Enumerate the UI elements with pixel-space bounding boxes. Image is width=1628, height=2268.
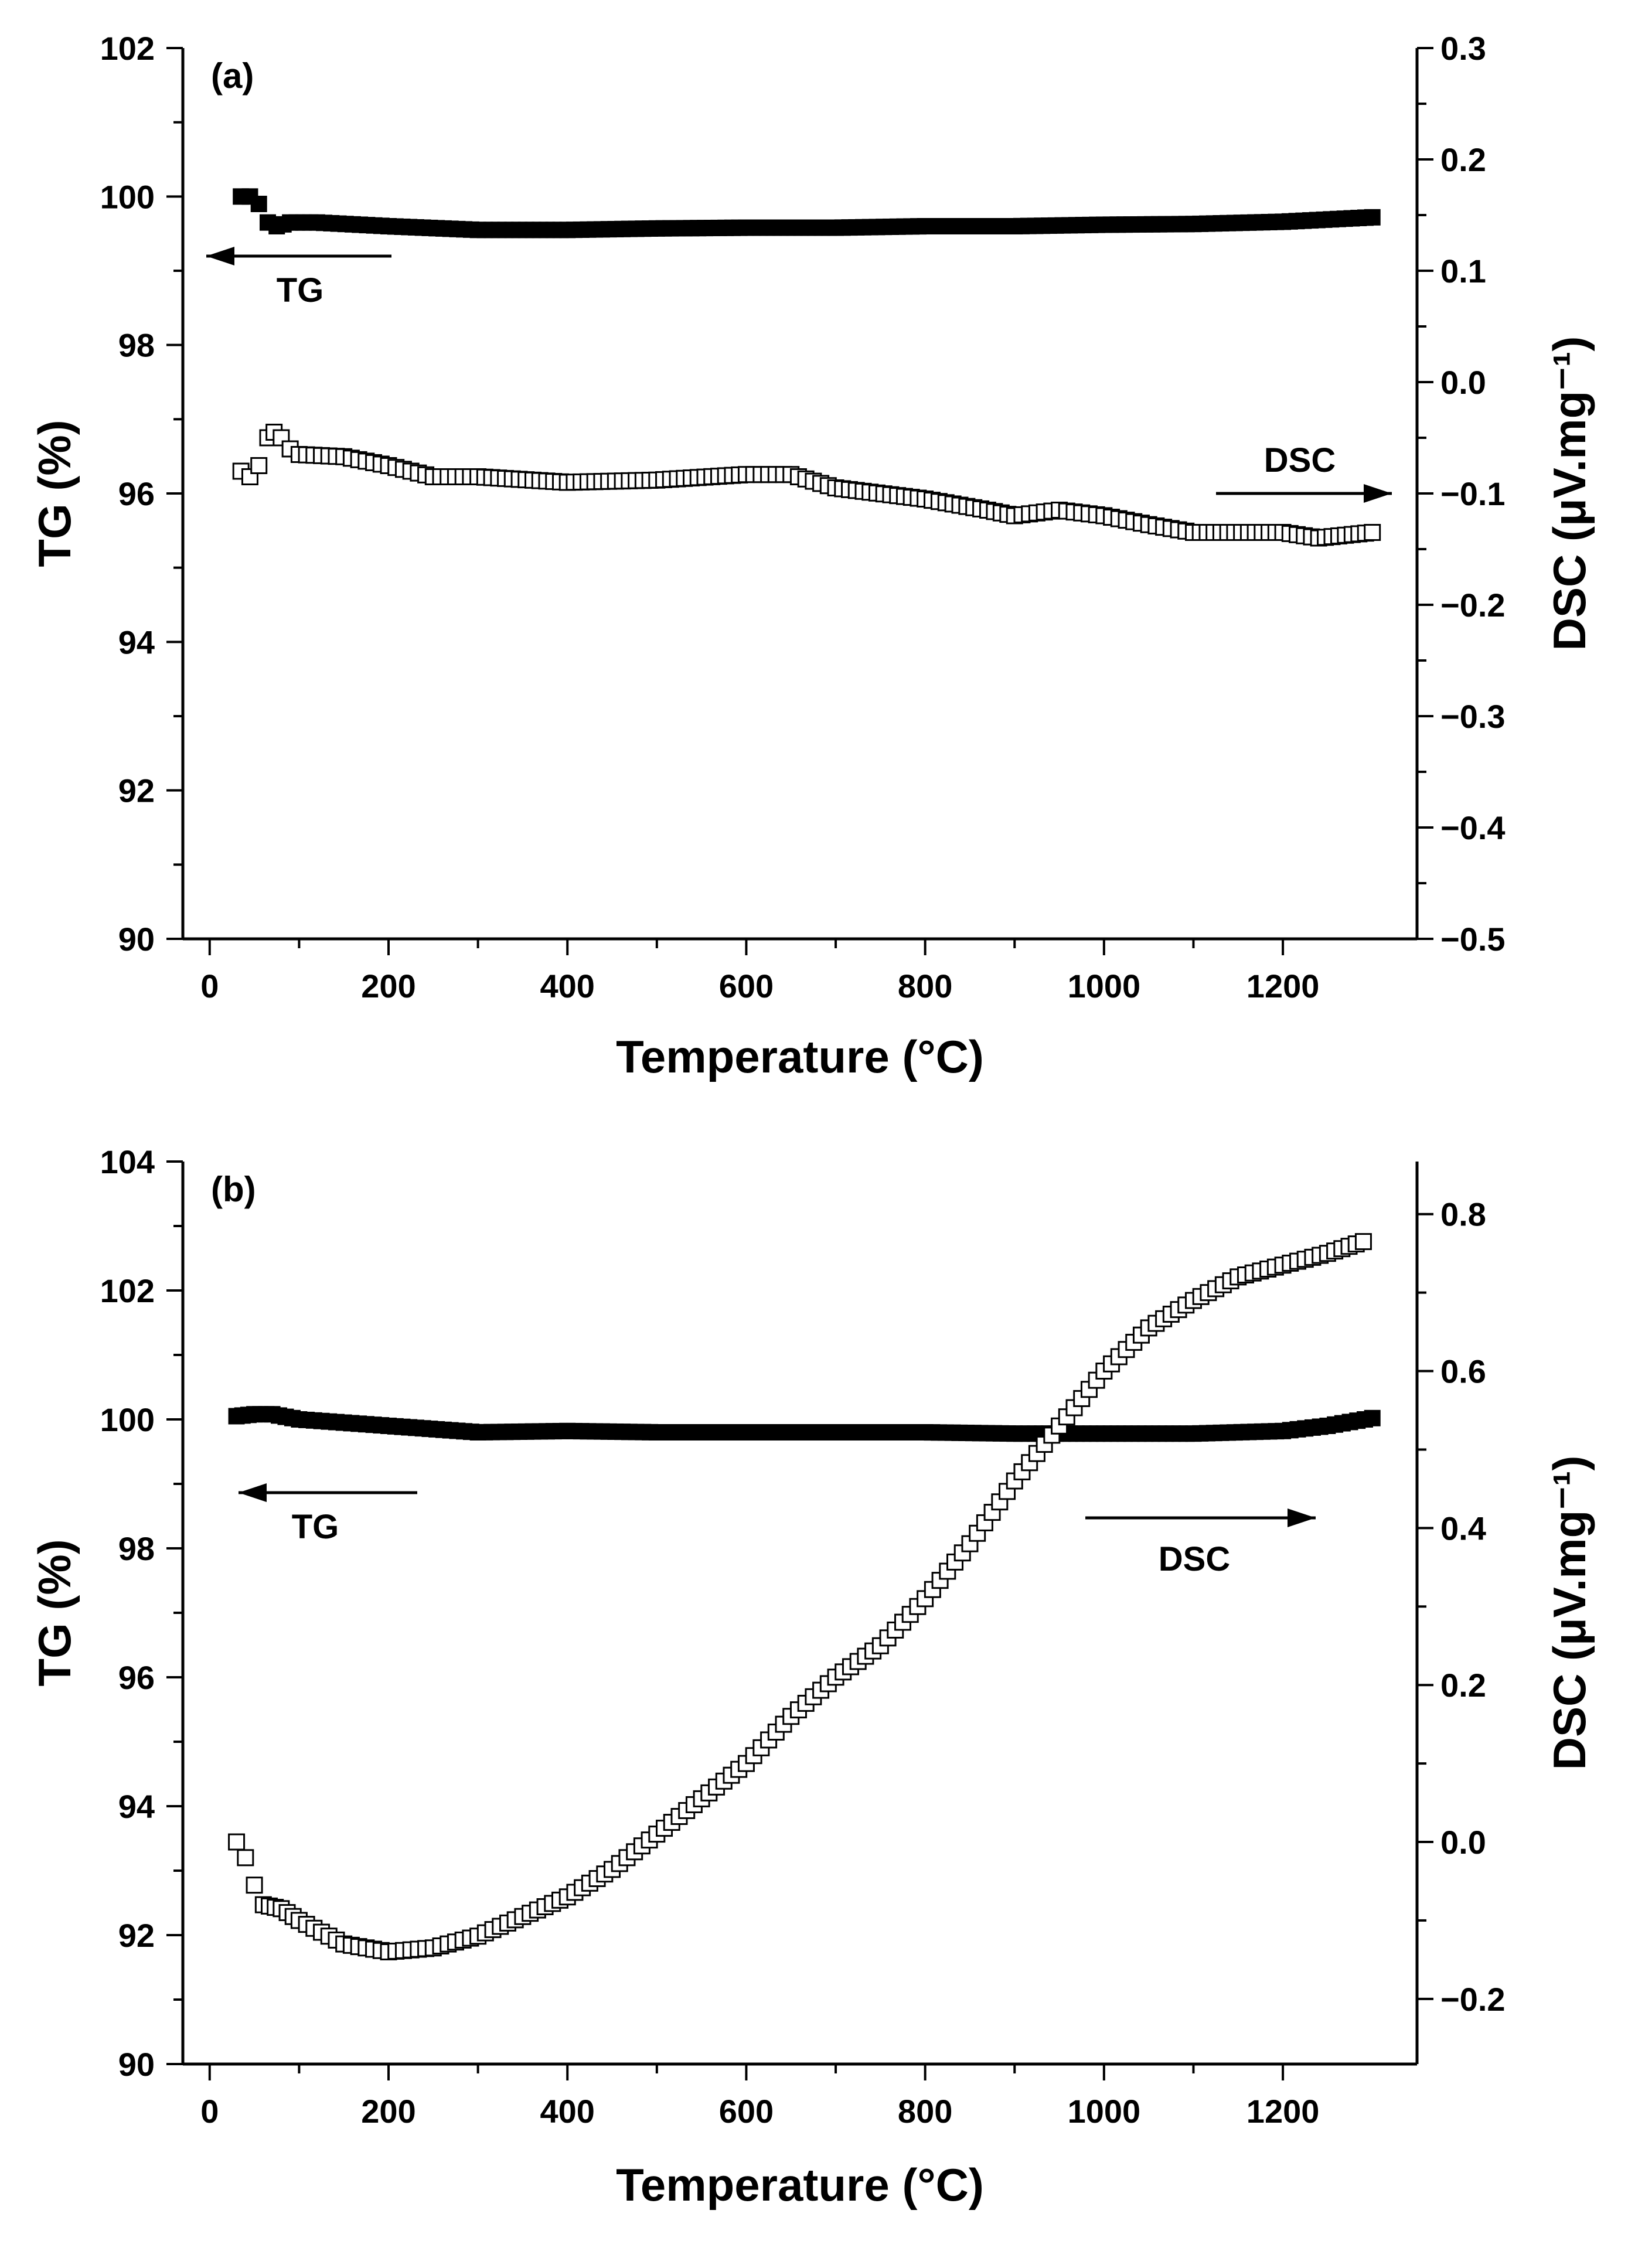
y-left-tick-label: 92 bbox=[118, 1917, 155, 1954]
y-right-tick-label: −0.3 bbox=[1440, 698, 1506, 735]
x-axis-title: Temperature (°C) bbox=[616, 1031, 984, 1082]
tg-series bbox=[233, 188, 1381, 239]
panel-a: 0 200 400 600 800 1000 1200 90 92 94 96 98 100 102 −0.… bbox=[29, 30, 1595, 1082]
x-tick-label: 1200 bbox=[1246, 2093, 1320, 2130]
y-left-tick-label: 90 bbox=[118, 2046, 155, 2083]
y-right-tick-label: −0.2 bbox=[1440, 1981, 1506, 2018]
y-left-tick-label: 92 bbox=[118, 772, 155, 809]
panel-label: (b) bbox=[211, 1170, 256, 1209]
y-left-tick-label: 94 bbox=[118, 624, 155, 660]
dsc-point bbox=[250, 457, 268, 474]
y-right-tick-label: −0.5 bbox=[1440, 921, 1506, 958]
y-right-tick-label: 0.1 bbox=[1440, 253, 1486, 290]
x-tick-label: 200 bbox=[361, 2093, 415, 2130]
y-left-tick-label: 98 bbox=[118, 327, 155, 364]
y-left-tick-label: 96 bbox=[118, 475, 155, 512]
panel-b: 0 200 400 600 800 1000 1200 90 92 94 96 98 100 102 104… bbox=[29, 1143, 1595, 2211]
y-right-axis-title: DSC (μV.mg⁻¹) bbox=[1544, 336, 1595, 651]
y-right-tick-label: 0.0 bbox=[1440, 1824, 1486, 1861]
x-tick-label: 600 bbox=[719, 968, 774, 1004]
y-right-tick-label: −0.2 bbox=[1440, 587, 1506, 624]
y-right-tick-label: 0.8 bbox=[1440, 1196, 1486, 1233]
y-right-tick-label: −0.4 bbox=[1440, 809, 1506, 846]
x-tick-label: 1200 bbox=[1246, 968, 1320, 1004]
dsc-point bbox=[1354, 1233, 1372, 1251]
annotation-arrow-head bbox=[239, 1483, 267, 1502]
x-tick-label: 0 bbox=[200, 968, 219, 1004]
y-left-tick-label: 96 bbox=[118, 1659, 155, 1696]
y-left-axis-title: TG (%) bbox=[29, 1539, 80, 1686]
x-tick-label: 0 bbox=[200, 2093, 219, 2130]
tg-series bbox=[228, 1406, 1381, 1442]
x-tick-label: 1000 bbox=[1068, 968, 1141, 1004]
y-left-tick-label: 104 bbox=[100, 1143, 155, 1180]
y-left-tick-label: 100 bbox=[100, 178, 155, 215]
y-left-tick-label: 90 bbox=[118, 921, 155, 958]
x-tick-label: 400 bbox=[540, 2093, 594, 2130]
annotation-label: DSC bbox=[1159, 1540, 1230, 1578]
annotation-label: TG bbox=[292, 1508, 339, 1546]
y-left-tick-label: 94 bbox=[118, 1788, 155, 1825]
x-tick-label: 800 bbox=[898, 968, 952, 1004]
dsc-point bbox=[1364, 524, 1381, 541]
x-axis-title: Temperature (°C) bbox=[616, 2159, 984, 2211]
y-right-tick-label: 0.4 bbox=[1440, 1510, 1486, 1547]
dsc-series bbox=[232, 424, 1381, 547]
x-tick-label: 1000 bbox=[1068, 2093, 1141, 2130]
dsc-point bbox=[246, 1877, 263, 1894]
x-tick-label: 200 bbox=[361, 968, 415, 1004]
x-tick-label: 600 bbox=[719, 2093, 774, 2130]
annotation-arrow-head bbox=[1288, 1508, 1316, 1527]
y-right-tick-label: 0.2 bbox=[1440, 141, 1486, 178]
x-tick-label: 400 bbox=[540, 968, 594, 1004]
annotation-label: TG bbox=[277, 271, 324, 309]
dsc-series bbox=[228, 1233, 1372, 1961]
y-right-tick-label: −0.1 bbox=[1440, 475, 1506, 512]
y-right-tick-label: 0.3 bbox=[1440, 30, 1486, 67]
y-right-tick-label: 0.0 bbox=[1440, 364, 1486, 401]
annotation-arrow-head bbox=[206, 247, 234, 265]
y-left-tick-label: 100 bbox=[100, 1401, 155, 1438]
y-left-axis-title: TG (%) bbox=[29, 420, 80, 567]
y-right-axis-title: DSC (μV.mg⁻¹) bbox=[1544, 1456, 1595, 1770]
tg-point bbox=[1364, 1409, 1381, 1426]
annotation-label: DSC bbox=[1264, 441, 1336, 479]
annotation-arrow-head bbox=[1364, 484, 1392, 503]
panel-label: (a) bbox=[211, 56, 254, 96]
y-left-tick-label: 98 bbox=[118, 1530, 155, 1567]
y-left-tick-label: 102 bbox=[100, 1272, 155, 1309]
y-right-tick-label: 0.6 bbox=[1440, 1353, 1486, 1390]
x-tick-label: 800 bbox=[898, 2093, 952, 2130]
dsc-point bbox=[228, 1833, 246, 1851]
dsc-point bbox=[237, 1849, 254, 1867]
tg-point bbox=[250, 196, 267, 212]
y-right-tick-label: 0.2 bbox=[1440, 1667, 1486, 1704]
y-left-tick-label: 102 bbox=[100, 30, 155, 67]
tg-point bbox=[1364, 209, 1381, 226]
